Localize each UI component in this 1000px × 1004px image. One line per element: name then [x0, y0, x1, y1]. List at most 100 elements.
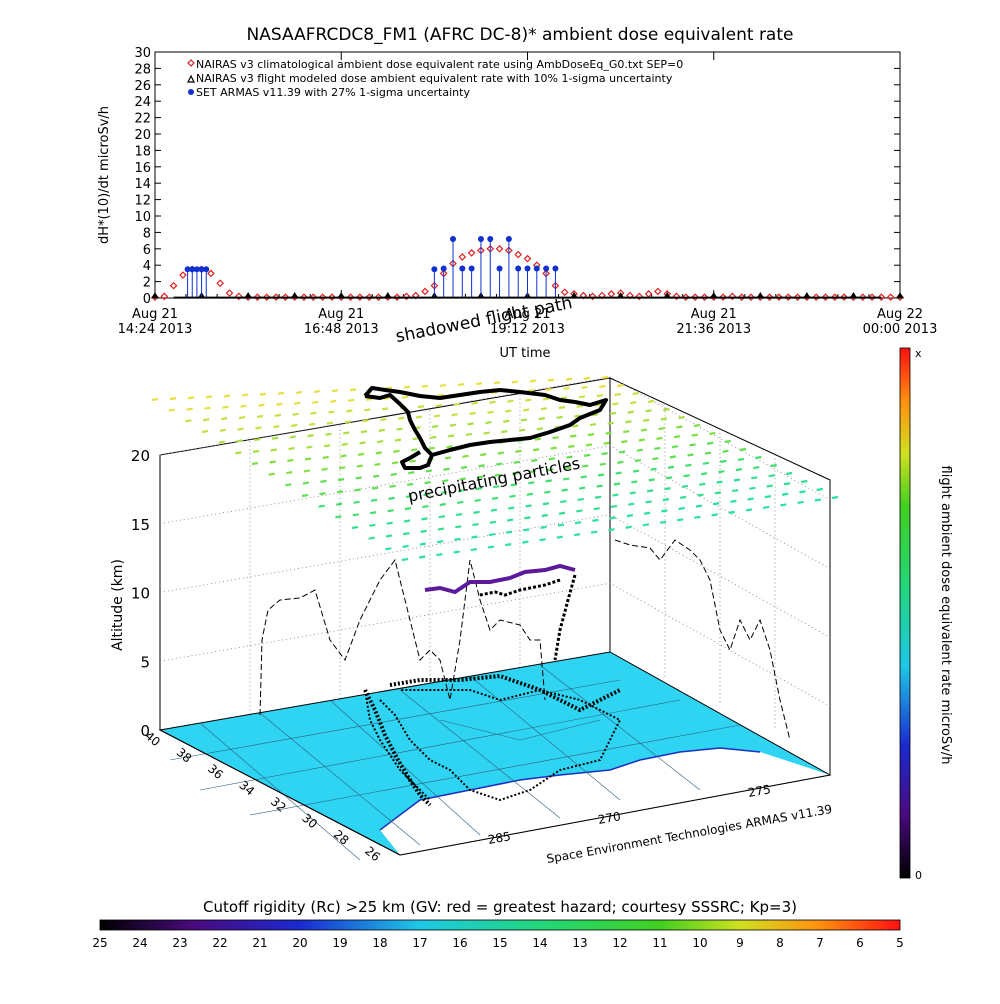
- particle-mark: [755, 455, 762, 460]
- particle-mark: [737, 457, 745, 462]
- particle-mark: [615, 471, 622, 475]
- altitude-profile-right: [614, 539, 791, 741]
- series-point-nairas-flight: [896, 292, 904, 299]
- particle-mark: [375, 451, 382, 455]
- particle-mark: [437, 527, 445, 531]
- particle-mark: [301, 493, 309, 498]
- top-x-tick-label-date: Aug 21: [691, 307, 737, 322]
- series-point-nairas-climatological: [169, 281, 178, 290]
- particle-mark: [525, 398, 532, 402]
- particle-mark: [645, 500, 652, 504]
- particle-mark: [643, 418, 650, 422]
- particle-mark: [638, 438, 646, 442]
- cutoff-rigidity-tick-label: 5: [896, 936, 904, 950]
- particle-mark: [453, 402, 460, 407]
- particle-mark: [507, 399, 514, 403]
- series-point-nairas-climatological: [514, 250, 523, 259]
- back-right-wall: [609, 377, 831, 775]
- particle-mark: [643, 511, 651, 515]
- particle-mark: [277, 391, 285, 395]
- particle-mark: [573, 533, 581, 537]
- particle-mark: [274, 413, 281, 417]
- top-y-tick-label: 0: [143, 292, 151, 307]
- series-point-armas: [440, 265, 447, 272]
- particle-mark: [335, 502, 343, 506]
- series-point-armas: [203, 266, 210, 273]
- particle-mark: [563, 386, 570, 391]
- particle-mark: [439, 383, 447, 388]
- particle-mark: [601, 452, 608, 456]
- particle-mark: [449, 423, 457, 427]
- particle-mark: [357, 452, 365, 456]
- particle-mark: [603, 441, 610, 445]
- particle-mark: [425, 469, 433, 473]
- particle-mark: [436, 540, 444, 544]
- particle-mark: [472, 522, 479, 527]
- particle-mark: [328, 410, 335, 414]
- particle-mark: [355, 476, 362, 480]
- particle-mark: [362, 419, 369, 423]
- particle-mark: [528, 481, 535, 485]
- particle-mark: [443, 467, 450, 471]
- particle-mark: [680, 495, 687, 499]
- particle-mark: [201, 429, 209, 434]
- particle-mark: [451, 413, 458, 417]
- particle-mark: [446, 445, 453, 449]
- top-x-axis-label: UT time: [500, 346, 551, 361]
- particle-mark: [441, 479, 449, 483]
- particle-mark: [534, 437, 542, 441]
- particle-mark: [632, 469, 640, 473]
- particle-mark: [469, 411, 476, 416]
- particle-mark: [256, 414, 264, 419]
- particle-mark: [658, 426, 665, 431]
- particle-mark: [716, 480, 723, 484]
- particle-mark: [369, 511, 377, 515]
- series-point-armas: [496, 265, 503, 272]
- particle-mark: [613, 482, 621, 486]
- particle-mark: [431, 424, 439, 429]
- top-y-tick-label: 28: [134, 62, 151, 77]
- particle-mark: [556, 415, 563, 419]
- altitude-grid-line: [159, 376, 831, 501]
- particle-mark: [580, 475, 587, 479]
- altitude-tick-label: 15: [131, 516, 150, 534]
- particle-mark: [457, 382, 465, 387]
- particle-mark: [254, 437, 261, 442]
- particle-mark: [491, 496, 499, 500]
- top-y-tick-label: 20: [134, 128, 151, 143]
- particle-mark: [474, 498, 481, 502]
- particle-mark: [377, 439, 384, 444]
- particle-mark: [671, 445, 679, 449]
- particle-mark: [473, 510, 480, 514]
- particle-mark: [629, 401, 637, 405]
- particle-mark: [816, 487, 823, 492]
- particle-mark: [393, 449, 400, 453]
- particle-mark: [608, 528, 615, 532]
- particle-mark: [592, 413, 599, 417]
- particle-mark: [607, 421, 614, 425]
- particle-mark: [718, 470, 725, 474]
- particle-mark: [724, 439, 731, 444]
- particle-mark: [385, 547, 392, 551]
- particle-mark: [694, 515, 701, 519]
- particle-mark: [378, 428, 385, 432]
- particle-mark: [538, 417, 546, 421]
- particle-mark: [596, 394, 604, 398]
- particle-mark: [342, 431, 350, 435]
- particle-mark: [797, 500, 804, 505]
- particle-mark: [510, 483, 517, 487]
- top-x-tick-label-time: 00:00 2013: [863, 322, 938, 337]
- particle-mark: [513, 460, 520, 464]
- particle-mark: [799, 490, 806, 494]
- series-point-armas: [450, 235, 456, 242]
- particle-mark: [258, 403, 265, 407]
- particle-mark: [576, 509, 583, 513]
- particle-mark: [632, 391, 639, 396]
- particle-mark: [310, 411, 317, 415]
- particle-mark: [218, 440, 225, 444]
- particle-mark: [617, 460, 624, 464]
- particle-mark: [709, 431, 716, 436]
- series-point-nairas-climatological: [551, 281, 560, 290]
- particle-mark: [693, 423, 701, 428]
